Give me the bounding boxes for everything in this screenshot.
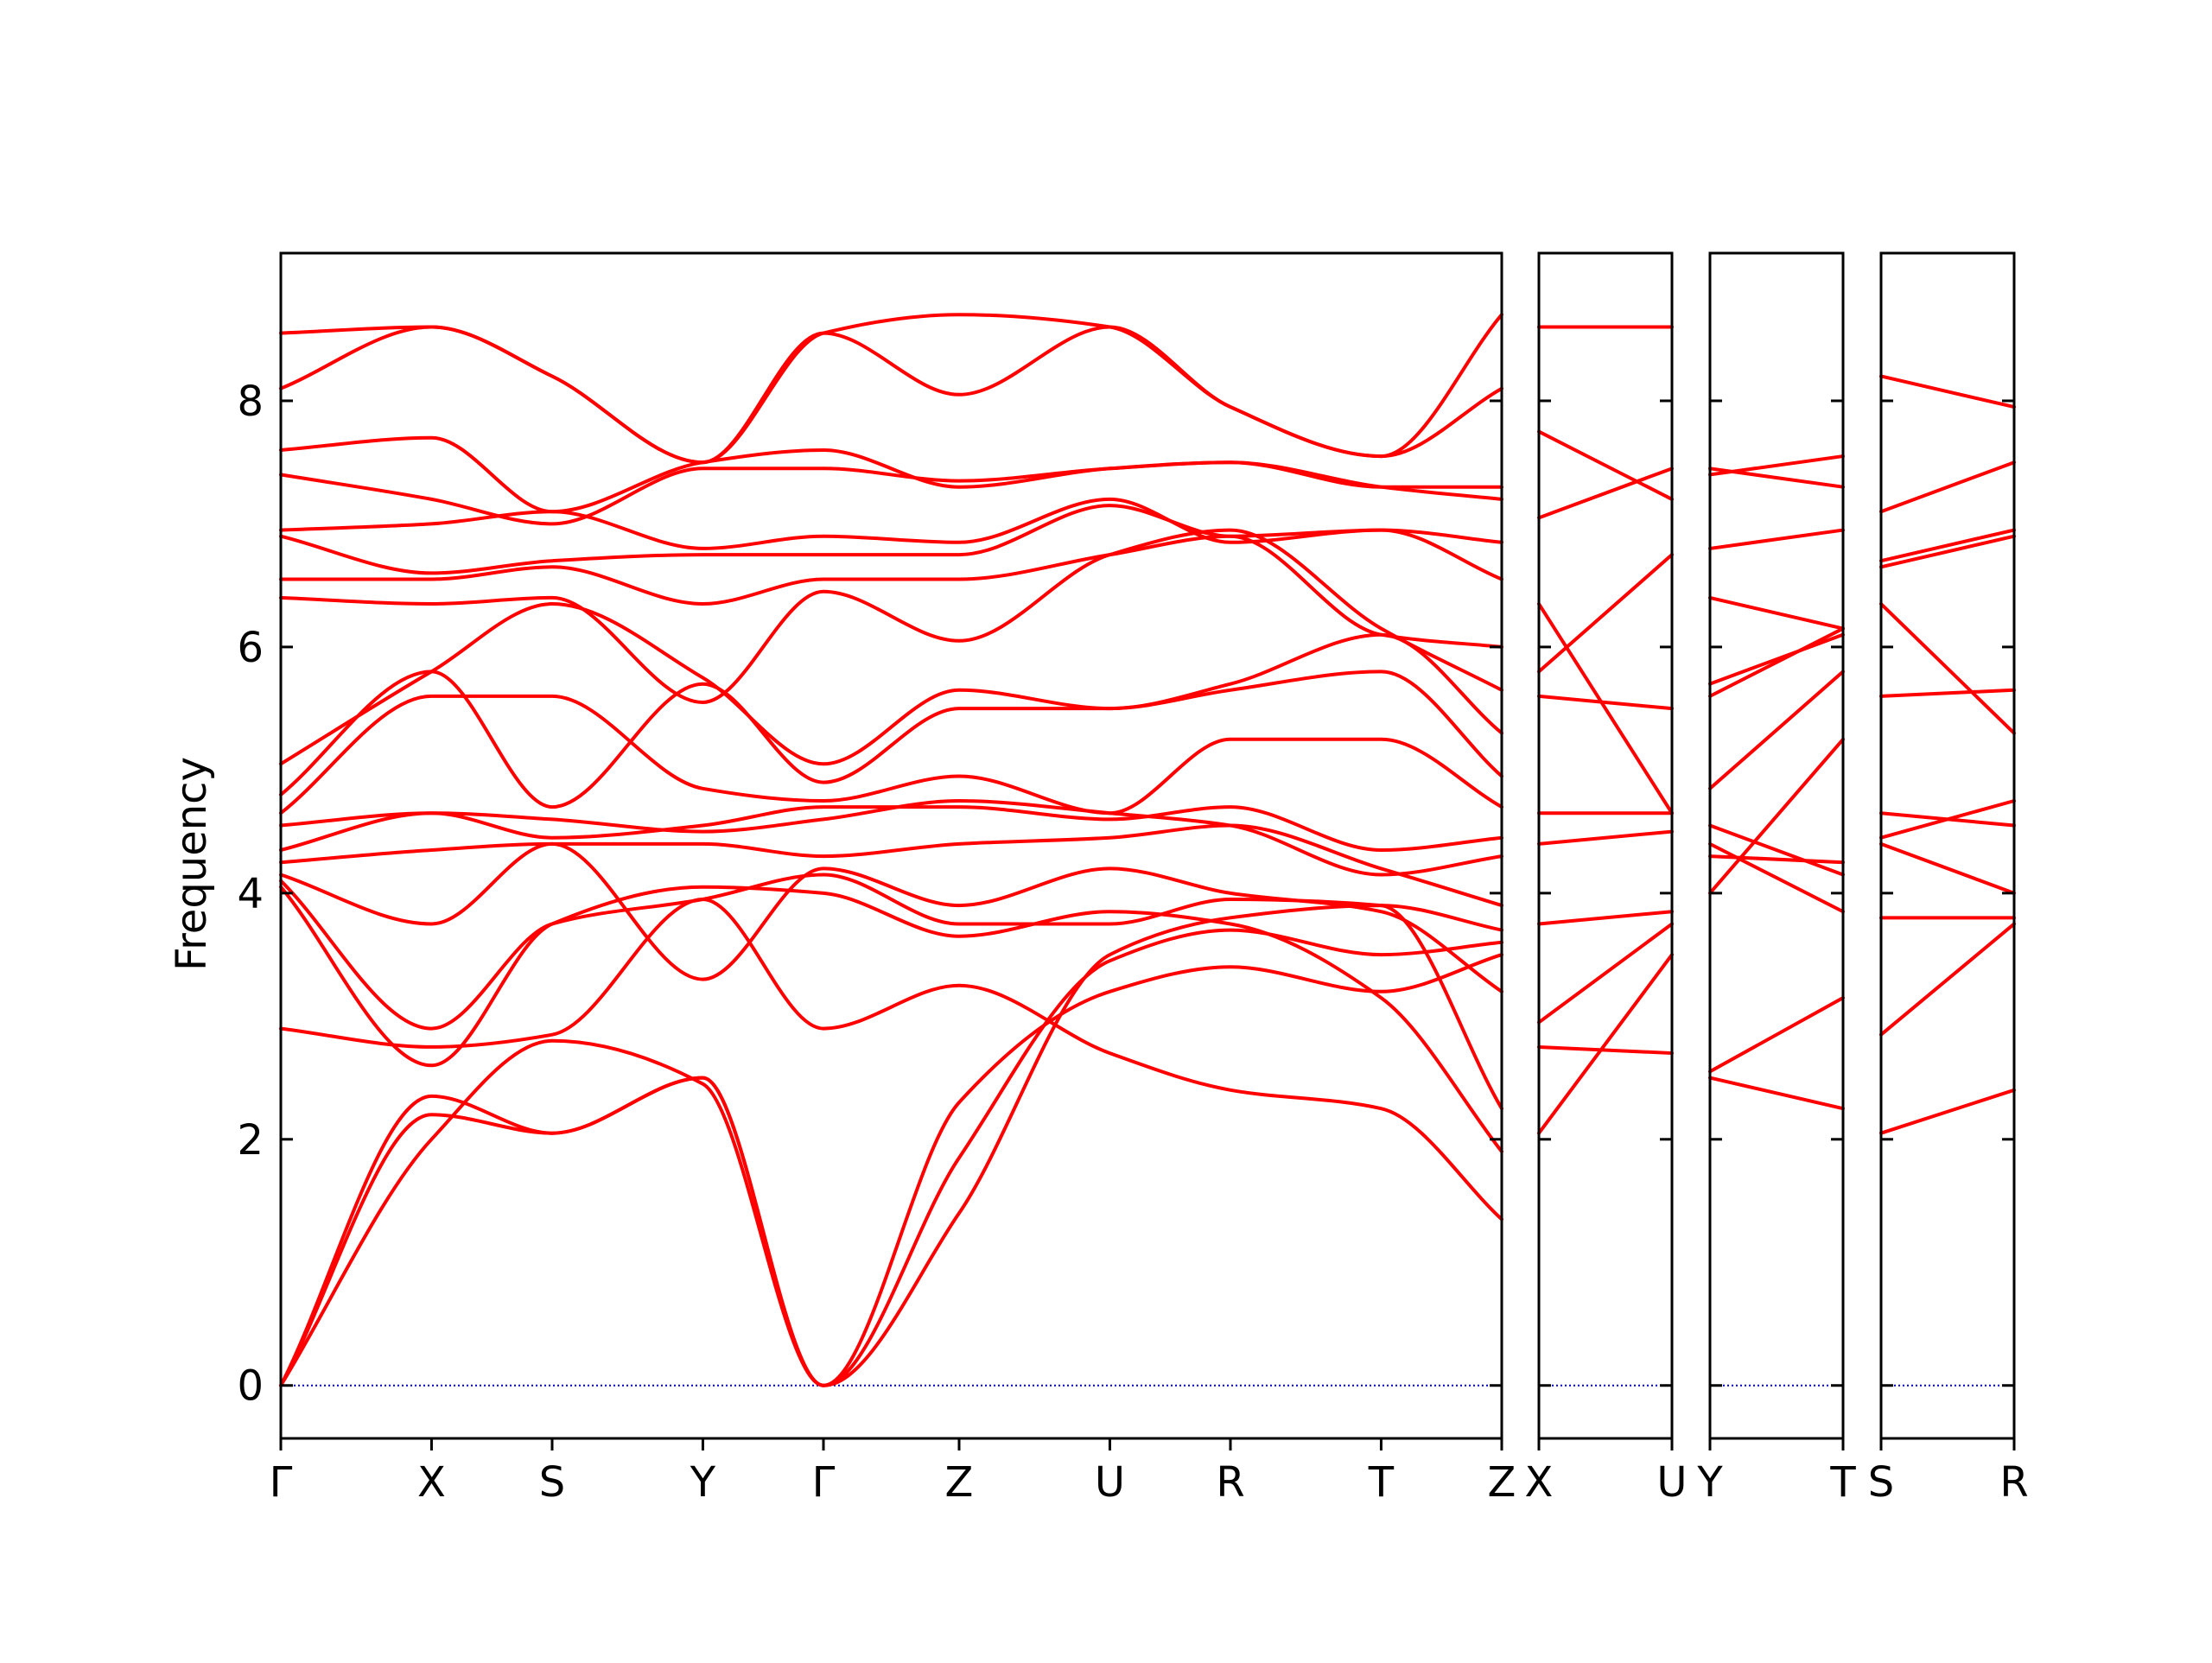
band-line-1 xyxy=(1708,1076,1845,1111)
band-line-9 xyxy=(1708,632,1845,686)
band-line-13 xyxy=(279,602,1503,766)
band-line-15 xyxy=(279,534,1503,649)
band-line-2 xyxy=(1708,995,1845,1074)
band-line-1 xyxy=(1879,1088,2016,1135)
panel-frame xyxy=(1537,251,1674,1440)
x-tick-label: T xyxy=(1829,1458,1856,1507)
band-line-7 xyxy=(1537,694,1674,711)
band-line-12 xyxy=(279,670,1503,809)
x-tick-label: Z xyxy=(945,1458,974,1507)
x-tick-label: S xyxy=(1868,1458,1894,1507)
band-line-16 xyxy=(279,504,1503,581)
band-line-10 xyxy=(1879,528,2016,563)
band-line-13 xyxy=(1708,467,1845,489)
x-tick-label: Γ xyxy=(270,1458,293,1507)
x-tick-label: X xyxy=(1525,1458,1554,1507)
band-line-5 xyxy=(1537,829,1674,846)
panel-1: Γ X S Y Γ Z U R T Z 0 2 4 6 8 xyxy=(237,251,1516,1507)
band-line-4 xyxy=(279,898,1503,1222)
band-line-6 xyxy=(279,873,1503,1111)
band-line-12 xyxy=(1879,374,2016,409)
band-line-2 xyxy=(1537,1044,1674,1056)
band-line-11 xyxy=(279,694,1503,816)
x-tick-label: U xyxy=(1656,1458,1687,1507)
x-tick-label: X xyxy=(417,1458,446,1507)
band-line-8 xyxy=(279,823,1503,908)
x-tick-label: Y xyxy=(690,1458,716,1507)
y-axis-label: Frequency xyxy=(168,757,216,971)
panel-frame xyxy=(1708,251,1845,1440)
x-tick-label: T xyxy=(1368,1458,1395,1507)
band-line-3 xyxy=(1537,922,1674,1025)
panel-frame xyxy=(279,251,1503,1440)
band-line-4 xyxy=(1537,910,1674,926)
band-line-9 xyxy=(1879,534,2016,569)
x-tick-label: R xyxy=(1216,1458,1244,1507)
band-line-3 xyxy=(279,953,1503,1387)
band-line-11 xyxy=(1708,528,1845,550)
x-tick-label: U xyxy=(1095,1458,1125,1507)
band-line-21 xyxy=(279,313,1503,465)
y-tick-label: 6 xyxy=(237,624,264,672)
band-line-17 xyxy=(279,497,1503,550)
band-line-6 xyxy=(1708,823,1845,877)
panel-frame xyxy=(1879,251,2016,1440)
band-line-5 xyxy=(1708,841,1845,914)
band-line-2 xyxy=(1879,922,2016,1037)
y-tick-label: 4 xyxy=(237,870,264,918)
y-tick-label: 2 xyxy=(237,1116,264,1165)
band-line-10 xyxy=(279,805,1503,852)
band-line-18 xyxy=(279,460,1503,526)
band-line-9 xyxy=(1537,602,1674,816)
x-tick-label: Z xyxy=(1488,1458,1516,1507)
band-line-19 xyxy=(279,435,1503,514)
band-line-11 xyxy=(1537,429,1674,501)
band-line-20 xyxy=(279,325,1503,465)
band-line-4 xyxy=(1879,841,2016,895)
band-line-3 xyxy=(1708,737,1845,895)
band-line-9 xyxy=(279,799,1503,877)
band-line-2 xyxy=(279,928,1503,1387)
band-line-1 xyxy=(1537,953,1674,1135)
y-tick-label: 8 xyxy=(237,378,264,426)
x-tick-label: R xyxy=(1999,1458,2028,1507)
band-line-8 xyxy=(1879,602,2016,735)
x-tick-label: Y xyxy=(1696,1458,1723,1507)
band-line-10 xyxy=(1537,467,1674,520)
band-line-8 xyxy=(1708,626,1845,698)
band-line-10 xyxy=(1708,595,1845,631)
y-tick-label: 0 xyxy=(237,1362,264,1411)
band-line-4 xyxy=(1708,854,1845,865)
band-line-8 xyxy=(1537,553,1674,674)
band-line-6 xyxy=(1879,811,2016,828)
x-tick-label: Γ xyxy=(812,1458,836,1507)
band-line-5 xyxy=(279,885,1503,1153)
band-line-7 xyxy=(279,841,1503,993)
band-line-1 xyxy=(279,904,1503,1387)
band-line-7 xyxy=(1708,670,1845,790)
band-line-7 xyxy=(1879,688,2016,698)
x-tick-label: S xyxy=(539,1458,565,1507)
band-line-11 xyxy=(1879,460,2016,514)
band-line-14 xyxy=(279,528,1503,704)
